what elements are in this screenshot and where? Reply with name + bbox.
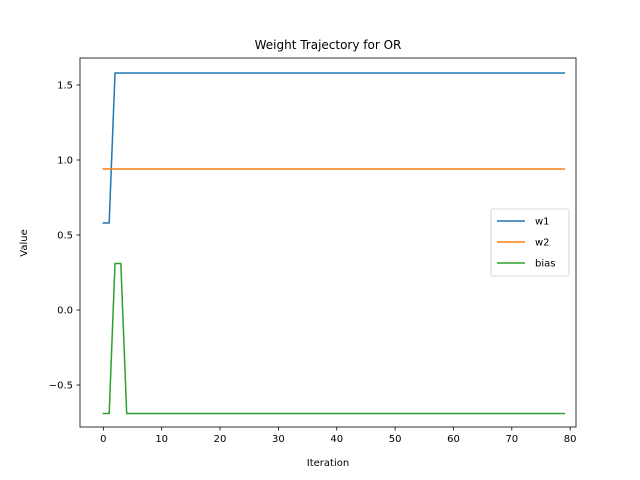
legend: w1 w2 bias — [490, 208, 570, 277]
x-tick-label: 80 — [564, 434, 577, 445]
y-axis-label: Value — [19, 229, 30, 256]
y-tick-label: 1.0 — [57, 156, 73, 167]
y-tick-label: 0.5 — [57, 231, 73, 242]
chart-title: Weight Trajectory for OR — [255, 38, 402, 52]
x-tick-label: 20 — [214, 434, 227, 445]
legend-box — [490, 208, 570, 277]
legend-label-w1: w1 — [535, 217, 550, 228]
x-tick-label: 30 — [272, 434, 285, 445]
x-tick-label: 50 — [389, 434, 402, 445]
x-tick-label: 60 — [447, 434, 460, 445]
plot-area: 0 10 20 30 40 50 60 70 80 −0.5 0.0 0.5 1.0 1.5 — [49, 57, 577, 445]
x-tick-label: 70 — [505, 434, 518, 445]
y-tick-label: −0.5 — [49, 381, 73, 392]
x-axis-label: Iteration — [307, 458, 349, 469]
axes-frame — [79, 57, 577, 428]
legend-label-w2: w2 — [535, 238, 550, 249]
series-line-w1 — [102, 72, 566, 224]
legend-label-bias: bias — [535, 259, 555, 270]
x-tick-label: 0 — [100, 434, 106, 445]
x-tick-label: 40 — [330, 434, 343, 445]
x-tick-label: 10 — [155, 434, 168, 445]
y-tick-label: 1.5 — [57, 81, 73, 92]
y-tick-label: 0.0 — [57, 306, 73, 317]
series-line-bias — [102, 262, 566, 415]
